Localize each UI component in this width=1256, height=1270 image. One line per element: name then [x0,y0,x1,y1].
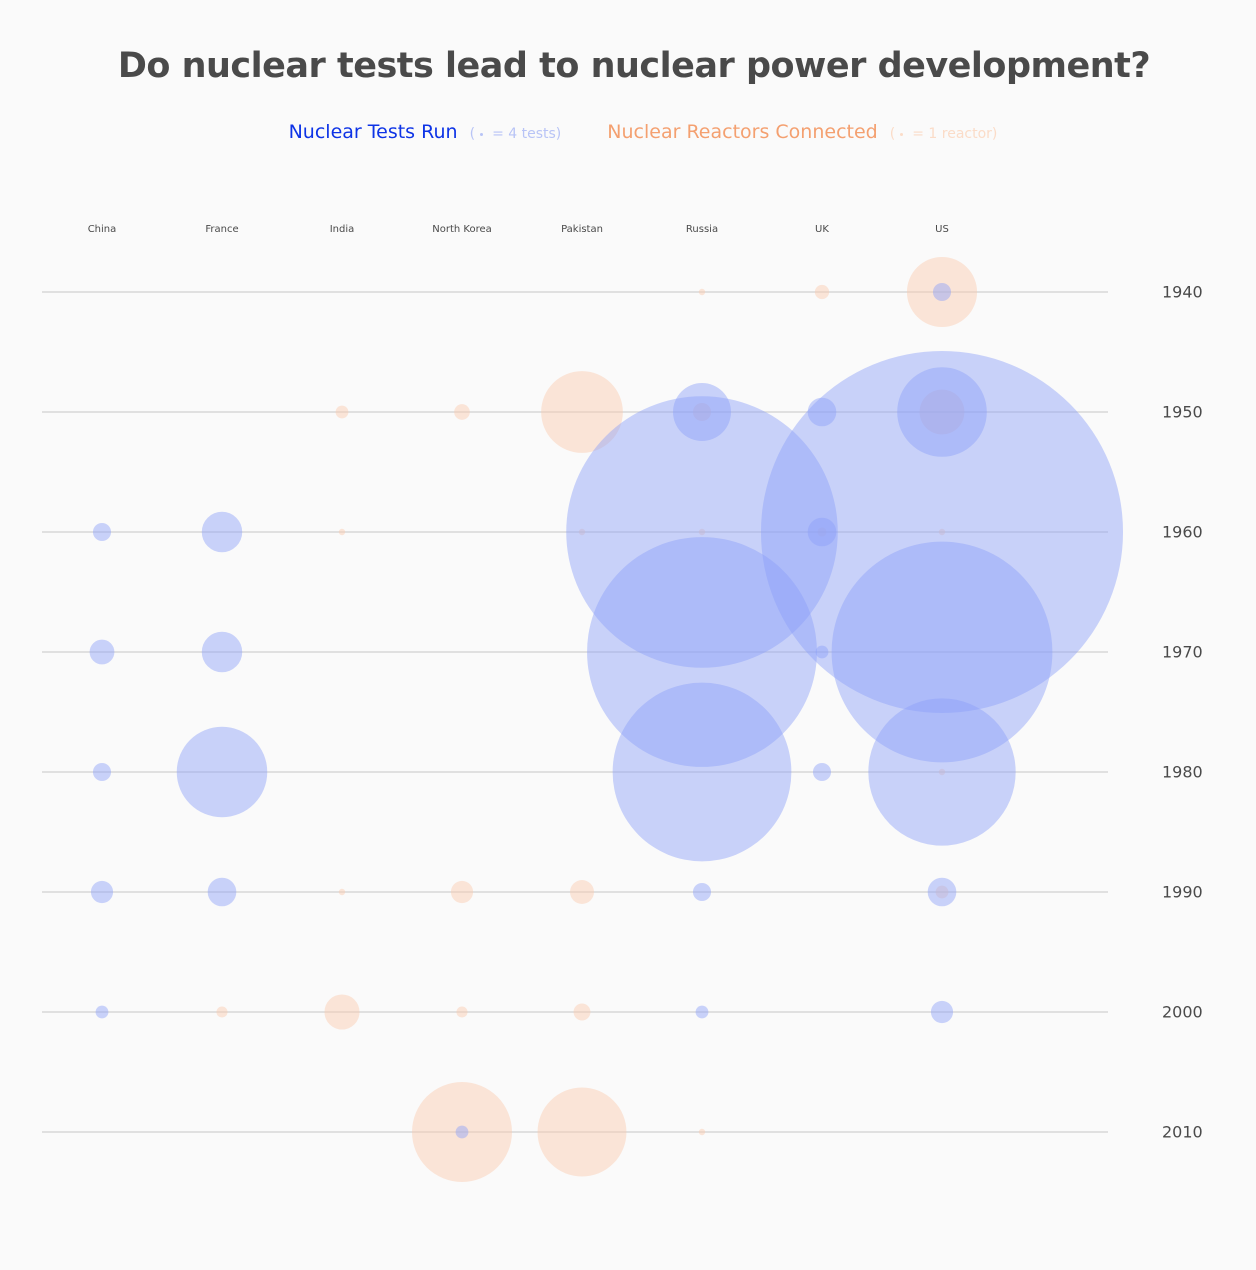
bubble-reactors-india-1990 [338,888,346,896]
bubble-reactors-india-2000 [324,994,360,1030]
bubble-reactors-india-1950 [335,405,349,419]
bubble-tests-us-1950 [897,367,987,457]
country-label: China [88,224,117,235]
bubble-tests-us-1970 [831,541,1053,763]
bubble-tests-uk-1980 [812,762,832,782]
decade-label: 1980 [1162,763,1203,782]
legend-reactors-scale: (= 1 reactor) [889,126,998,142]
bubble-tests-russia-1960 [566,396,838,668]
bubble-reactors-us-1950 [919,389,965,435]
country-label: UK [815,224,829,235]
bubble-tests-us-1980 [868,698,1016,846]
bubble-tests-france-1960 [201,511,243,553]
decade-label: 2010 [1162,1123,1203,1142]
bubble-tests-uk-1950 [807,397,837,427]
bubbles [89,256,1124,1182]
country-label: US [935,224,949,235]
legend-reactors-label: Nuclear Reactors Connected [607,121,878,143]
bubble-tests-us-1990 [927,877,957,907]
bubble-tests-china-1990 [90,880,114,904]
bubble-reactors-russia-1960 [698,528,706,536]
decade-labels: 1940 1950 1960 1970 1980 1990 2000 2010 [1162,283,1203,1142]
bubble-reactors-us-1940 [906,256,978,328]
bubble-reactors-uk-1960 [817,527,827,537]
decade-label: 2000 [1162,1003,1203,1022]
bubble-reactors-pakistan-1960 [578,528,586,536]
bubble-tests-us-2000 [930,1000,954,1024]
country-label: Russia [686,224,718,235]
bubble-tests-north-korea-2010 [455,1125,469,1139]
country-label: Pakistan [561,224,603,235]
bubble-reactors-us-1960 [938,528,946,536]
bubble-reactors-russia-1950 [692,402,712,422]
decade-label: 1960 [1162,523,1203,542]
bubble-reactors-russia-2010 [698,1128,706,1136]
chart-title: Do nuclear tests lead to nuclear power d… [117,46,1151,86]
bubble-reactors-north-korea-1990 [450,880,474,904]
bubble-reactors-pakistan-1950 [541,371,623,453]
bubble-tests-france-1990 [207,877,237,907]
bubble-reactors-india-1960 [338,528,346,536]
decade-label: 1940 [1162,283,1203,302]
bubble-tests-france-1970 [201,631,243,673]
bubble-tests-uk-1960 [807,517,837,547]
legend-item-tests: Nuclear Tests Run (= 4 tests) [289,121,562,143]
bubble-reactors-france-2000 [216,1006,228,1018]
bubble-tests-russia-1950 [673,383,731,441]
gridlines [42,291,1108,1133]
bubble-reactors-north-korea-2010 [412,1082,512,1182]
country-label: North Korea [432,224,492,235]
bubble-reactors-us-1980 [938,768,946,776]
legend-item-reactors: Nuclear Reactors Connected (= 1 reactor) [607,121,997,143]
legend-tests-scale: (= 4 tests) [469,126,562,142]
bubble-tests-russia-1980 [612,682,792,862]
bubble-reactors-russia-1940 [698,288,706,296]
bubble-tests-china-1980 [92,762,112,782]
bubble-tests-china-1970 [89,639,115,665]
bubble-reactors-uk-1940 [814,284,830,300]
bubble-tests-russia-1970 [587,537,817,767]
bubble-tests-china-2000 [95,1005,109,1019]
country-label: India [330,224,355,235]
legend-reactors-dot [900,132,904,136]
legend-tests-dot [480,132,484,136]
country-labels: China France India North Korea Pakistan Russi… [88,224,949,235]
bubble-tests-us-1960 [760,350,1124,714]
bubble-reactors-north-korea-1950 [454,404,470,420]
bubble-tests-uk-1970 [815,645,829,659]
legend: Nuclear Tests Run (= 4 tests) Nuclear Re… [0,121,1256,143]
legend-tests-label: Nuclear Tests Run [288,121,458,143]
bubble-tests-france-1980 [176,726,268,818]
bubble-reactors-pakistan-1990 [570,880,594,904]
decade-label: 1970 [1162,643,1203,662]
bubble-reactors-pakistan-2010 [537,1087,627,1177]
bubble-tests-russia-2000 [695,1005,709,1019]
bubble-reactors-pakistan-2000 [573,1003,591,1021]
country-label: France [205,224,238,235]
decade-label: 1950 [1162,403,1203,422]
bubble-reactors-north-korea-2000 [456,1006,468,1018]
bubble-tests-china-1960 [92,522,112,542]
bubble-tests-us-1940 [932,282,952,302]
bubble-tests-russia-1990 [692,882,712,902]
bubble-reactors-us-1990 [935,885,949,899]
decade-label: 1990 [1162,883,1203,902]
